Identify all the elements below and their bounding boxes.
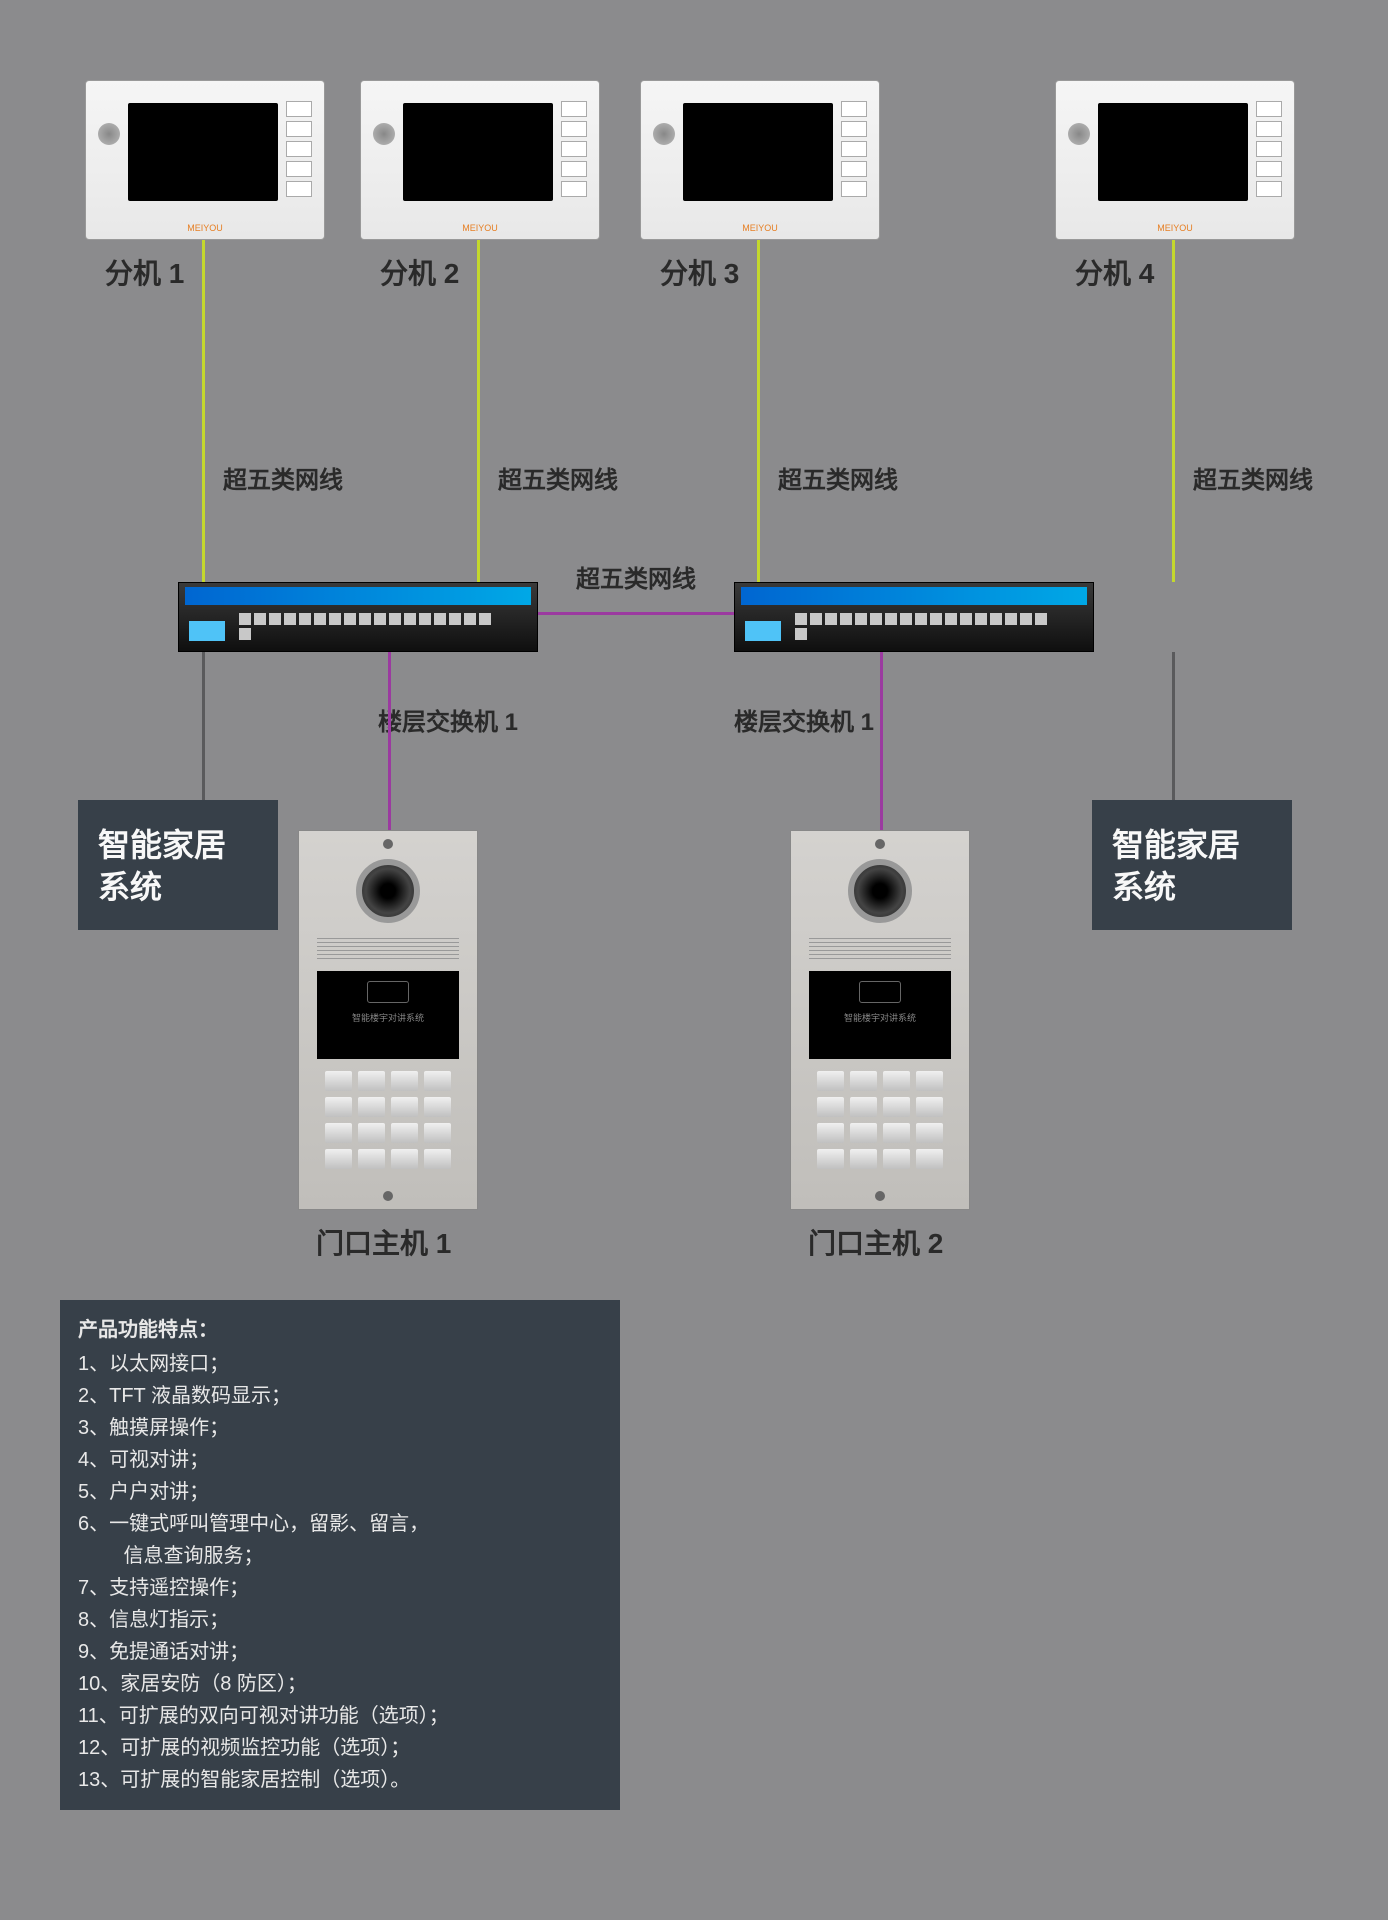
- cable-label-1: 超五类网线: [223, 460, 343, 495]
- feature-item-10: 9、免提通话对讲；: [78, 1636, 602, 1668]
- switch-to-smarthome-1: [202, 652, 205, 802]
- smart-home-line1: 智能家居: [1112, 824, 1272, 866]
- feature-item-7: 信息查询服务；: [78, 1540, 602, 1572]
- feature-item-1: 1、以太网接口；: [78, 1348, 602, 1380]
- indoor-unit-3: MEIYOU: [640, 80, 880, 240]
- features-panel: 产品功能特点：1、以太网接口；2、TFT 液晶数码显示；3、触摸屏操作；4、可视…: [60, 1300, 620, 1810]
- indoor-unit-1: MEIYOU: [85, 80, 325, 240]
- feature-item-4: 4、可视对讲；: [78, 1444, 602, 1476]
- switch-to-door-1: [388, 652, 391, 830]
- switch-interlink: [538, 612, 734, 615]
- cat5e-cable-3: [757, 240, 760, 582]
- indoor-unit-2: MEIYOU: [360, 80, 600, 240]
- door-unit-1: 智能楼宇对讲系统: [298, 830, 478, 1210]
- smart-home-box-1: 智能家居系统: [78, 800, 278, 930]
- floor-switch-2: [734, 582, 1094, 652]
- feature-item-12: 11、可扩展的双向可视对讲功能（选项）；: [78, 1700, 602, 1732]
- feature-item-3: 3、触摸屏操作；: [78, 1412, 602, 1444]
- feature-item-5: 5、户户对讲；: [78, 1476, 602, 1508]
- floor-switch-1: [178, 582, 538, 652]
- cable-label-3: 超五类网线: [778, 460, 898, 495]
- cat5e-cable-4: [1172, 240, 1175, 582]
- door-display: 智能楼宇对讲系统: [809, 971, 951, 1059]
- floor-switch-label-2: 楼层交换机 1: [734, 702, 874, 737]
- indoor-unit-label-1: 分机 1: [105, 252, 184, 292]
- cat5e-cable-1: [202, 240, 205, 582]
- door-display: 智能楼宇对讲系统: [317, 971, 459, 1059]
- smart-home-box-2: 智能家居系统: [1092, 800, 1292, 930]
- cable-label-2: 超五类网线: [498, 460, 618, 495]
- feature-item-14: 13、可扩展的智能家居控制（选项）。: [78, 1764, 602, 1796]
- door-unit-label-2: 门口主机 2: [808, 1222, 943, 1262]
- cable-label-5: 超五类网线: [576, 559, 696, 594]
- feature-item-11: 10、家居安防（8 防区）；: [78, 1668, 602, 1700]
- indoor-unit-label-2: 分机 2: [380, 252, 459, 292]
- floor-switch-label-1: 楼层交换机 1: [378, 702, 518, 737]
- switch-to-door-2: [880, 652, 883, 830]
- smart-home-line2: 系统: [1112, 866, 1272, 908]
- indoor-unit-4: MEIYOU: [1055, 80, 1295, 240]
- indoor-unit-label-4: 分机 4: [1075, 252, 1154, 292]
- cat5e-cable-2: [477, 240, 480, 582]
- door-unit-2: 智能楼宇对讲系统: [790, 830, 970, 1210]
- feature-item-13: 12、可扩展的视频监控功能（选项）；: [78, 1732, 602, 1764]
- feature-item-9: 8、信息灯指示；: [78, 1604, 602, 1636]
- feature-item-6: 6、一键式呼叫管理中心，留影、留言，: [78, 1508, 602, 1540]
- smart-home-line1: 智能家居: [98, 824, 258, 866]
- switch-to-smarthome-2: [1172, 652, 1175, 802]
- features-title: 产品功能特点：: [78, 1314, 602, 1346]
- feature-item-8: 7、支持遥控操作；: [78, 1572, 602, 1604]
- cable-label-4: 超五类网线: [1193, 460, 1313, 495]
- smart-home-line2: 系统: [98, 866, 258, 908]
- door-unit-label-1: 门口主机 1: [316, 1222, 451, 1262]
- indoor-unit-label-3: 分机 3: [660, 252, 739, 292]
- feature-item-2: 2、TFT 液晶数码显示；: [78, 1380, 602, 1412]
